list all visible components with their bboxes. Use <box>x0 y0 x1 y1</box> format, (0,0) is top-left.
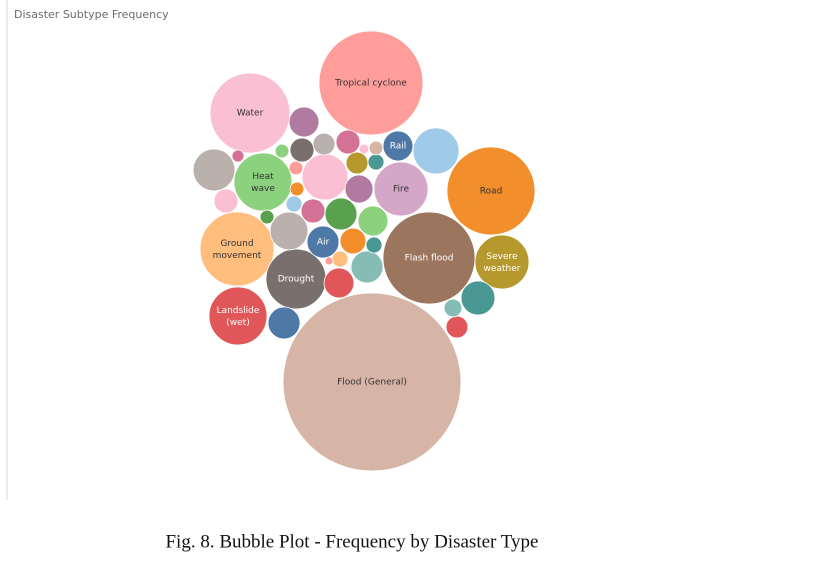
bubble <box>282 292 462 472</box>
bubble <box>368 140 384 156</box>
bubble <box>289 181 305 197</box>
caption: Fig. 8. Bubble Plot - Frequency by Disas… <box>165 531 538 552</box>
bubble <box>312 132 336 156</box>
bubble <box>344 174 374 204</box>
bubble <box>209 72 291 154</box>
bubble-label: Road <box>480 187 503 197</box>
bubble <box>345 151 369 175</box>
bubble-label: Heat wave <box>251 172 275 194</box>
bubble-label: Landslide (wet) <box>217 306 260 328</box>
bubble <box>324 197 358 231</box>
bubble <box>350 250 384 284</box>
bubble <box>446 146 536 236</box>
bubble <box>412 127 460 175</box>
bubble <box>445 315 469 339</box>
bubble <box>208 286 268 346</box>
bubble <box>192 148 236 192</box>
bubble <box>373 161 429 217</box>
bubble <box>259 209 275 225</box>
bubble <box>199 211 275 287</box>
bubble <box>285 195 303 213</box>
bubble <box>267 306 301 340</box>
bubble <box>323 267 355 299</box>
bubble <box>318 30 424 136</box>
bubble <box>474 234 530 290</box>
bubble <box>306 225 340 259</box>
bubble-label: Fire <box>393 185 410 195</box>
bubble <box>460 280 496 316</box>
bubble-label: Rail <box>390 142 407 152</box>
bubble <box>357 205 389 237</box>
chart-title: Disaster Subtype Frequency <box>14 8 169 21</box>
bubble <box>274 143 290 159</box>
bubble <box>300 198 326 224</box>
bubble <box>269 211 309 251</box>
bubbles: Flood (General) Tropical cyclone Flash flo… <box>192 30 536 472</box>
bubble-label: Air <box>317 238 330 248</box>
bubble <box>288 106 320 138</box>
bubble-label: Drought <box>278 275 315 285</box>
bubble <box>288 160 304 176</box>
bubble <box>289 137 315 163</box>
bubble <box>213 188 239 214</box>
bubble-label: Water <box>237 109 264 119</box>
bubble <box>233 152 293 212</box>
bubble-label: Severe weather <box>484 252 521 274</box>
bubble <box>324 256 334 266</box>
bubble <box>443 298 463 318</box>
bubble <box>231 149 245 163</box>
bubble <box>358 143 370 155</box>
bubble <box>331 250 349 268</box>
bubble-label: Flood (General) <box>337 378 407 388</box>
bubble <box>301 153 349 201</box>
bubble <box>365 236 383 254</box>
bubble-label: Flash flood <box>405 254 454 264</box>
bubble-label: Tropical cyclone <box>334 79 407 89</box>
bubble <box>339 227 367 255</box>
bubble <box>335 129 361 155</box>
bubble <box>367 153 385 171</box>
bubble-label: Ground movement <box>213 239 262 261</box>
